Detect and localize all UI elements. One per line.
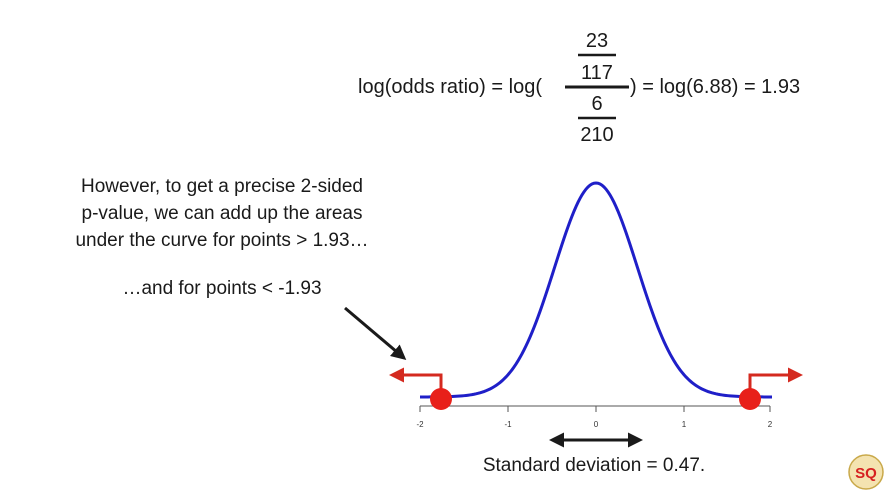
tick-label-neg2: -2 (416, 420, 424, 429)
tick-label-2: 2 (768, 420, 773, 429)
equation-numerator-top: 23 (586, 30, 608, 52)
tick-label-0: 0 (594, 420, 599, 429)
explanation-text: However, to get a precise 2-sided p-valu… (75, 176, 368, 299)
equation-lhs: log(odds ratio) = log( (358, 76, 542, 98)
explanation-line-1: However, to get a precise 2-sided (81, 176, 363, 197)
explanation-line-3: under the curve for points > 1.93… (75, 230, 368, 251)
explanation-line-2: p-value, we can add up the areas (82, 203, 363, 224)
equation-rhs: ) = log(6.88) = 1.93 (630, 76, 800, 98)
tick-label-neg1: -1 (504, 420, 512, 429)
marker-neg-1-93 (430, 388, 452, 410)
lower-tail-note: …and for points < -1.93 (122, 278, 321, 299)
x-axis: -2 -1 0 1 2 (416, 405, 773, 429)
equation-denominator-top: 6 (591, 93, 602, 115)
marker-pos-1-93 (739, 388, 761, 410)
normal-distribution-curve (420, 181, 772, 399)
statquest-logo: SQ (848, 454, 884, 490)
pointer-arrow (344, 306, 407, 360)
odds-ratio-equation: log(odds ratio) = log( 23 117 6 210 ) = … (358, 30, 800, 146)
std-deviation-label: Standard deviation = 0.47. (483, 455, 705, 476)
equation-numerator-bottom: 117 (581, 62, 613, 84)
logo-badge-icon (848, 454, 884, 490)
equation-denominator-bottom: 210 (580, 124, 613, 146)
logo-text: SQ (855, 465, 877, 482)
tick-label-1: 1 (682, 420, 687, 429)
